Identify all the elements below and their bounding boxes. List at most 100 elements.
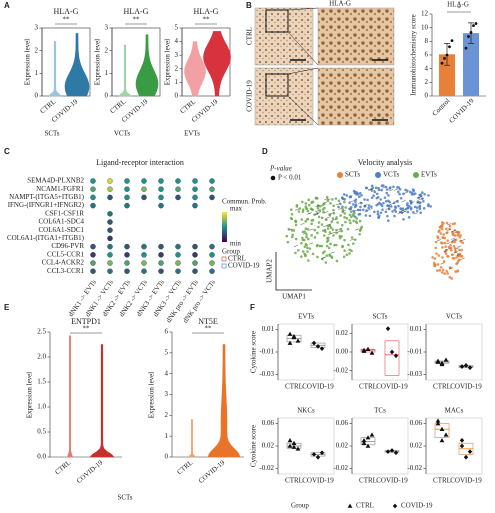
plot-title: NT5E [198,317,218,326]
velocity-arrow [453,231,458,234]
y-tick-label: 2.0 [37,353,46,361]
violin [187,419,197,458]
panel-label: B [246,1,252,10]
cell [349,195,352,199]
cell [354,200,357,204]
row-label: CCL3-CCR1 [47,267,84,275]
y-tick-label: 0.00 [336,348,349,356]
dot [124,202,130,209]
velocity-arrow [330,251,335,254]
cell [384,199,388,203]
violin [89,344,115,458]
cell [436,263,440,266]
cell [412,211,415,214]
image-title: HLA-G [329,0,351,8]
dot [107,211,113,217]
dot [141,194,147,201]
cell [451,233,455,237]
velocity-arrow [354,209,359,212]
velocity-arrow [300,223,305,225]
dot [90,194,96,201]
cell [438,269,442,272]
cell [350,215,353,219]
cell [348,201,351,204]
y-axis-label: Cytokine score [250,331,258,373]
velocity-arrow [307,212,312,215]
cell [352,203,355,206]
dot [107,268,113,274]
ihc-images [254,7,395,126]
legend-label: VCTs [383,171,400,179]
legend-label: max [230,205,243,213]
velocity-arrow [446,229,452,231]
cell [341,205,344,209]
violin [118,44,132,97]
cell [354,198,358,201]
y-tick-label: 0.5 [37,428,46,436]
cell [445,231,449,235]
cell [353,205,357,209]
velocity-arrow [370,190,376,193]
cell [432,261,436,265]
row-label: IFNG-(IFNGR1+IFNGR2) [8,201,85,209]
cell [446,239,450,242]
row-label: SEMA4D-PLXNB2 [27,177,84,185]
violin [48,41,62,97]
cell [332,208,335,212]
cell [311,218,315,222]
cell [353,238,357,241]
cell [304,202,308,205]
cell [458,248,461,252]
data-point [361,440,367,445]
cell [332,211,336,215]
data-point [463,363,469,368]
data-point [464,46,468,50]
data-point [319,346,325,352]
cell [379,211,383,215]
cell [295,205,299,208]
cell [320,216,324,220]
row-label: CCL4-ACKR2 [42,259,85,267]
velocity-arrow [321,257,326,259]
y-axis-label: Immunohistochemistry score [410,14,418,95]
row-label: COL6A1-SDC1 [38,226,84,234]
cell [305,235,308,239]
cell [436,269,439,272]
dot [141,243,147,250]
velocity-arrow [302,232,308,235]
cell [445,221,449,225]
cell [328,254,331,257]
data-point [469,31,473,34]
cell [406,202,409,205]
velocity-arrow [342,209,347,212]
cell [400,211,404,215]
colorbar [222,212,227,242]
cell [453,228,457,232]
cell [423,192,426,196]
row-label: CD96-PVR [51,242,84,250]
velocity-arrow [314,213,320,215]
velocity-arrow [324,211,329,214]
cell [361,208,365,212]
cell [289,208,293,212]
data-point [287,438,293,443]
velocity-arrow [451,238,456,241]
dot [175,178,181,184]
cell [363,198,366,201]
cell [379,202,383,206]
cell [349,210,353,213]
cell [446,254,449,258]
dot [175,252,181,258]
cell [415,209,419,213]
dot [141,178,147,184]
cell [453,257,456,260]
dot [192,252,198,258]
cell [411,188,415,191]
cell [352,209,355,213]
row-label: NAMPT-(ITGA5+ITGB1) [9,193,85,201]
velocity-arrow [410,201,415,204]
data-point [450,39,454,43]
cell [404,188,407,192]
cell [313,228,317,232]
velocity-arrow [350,200,355,202]
